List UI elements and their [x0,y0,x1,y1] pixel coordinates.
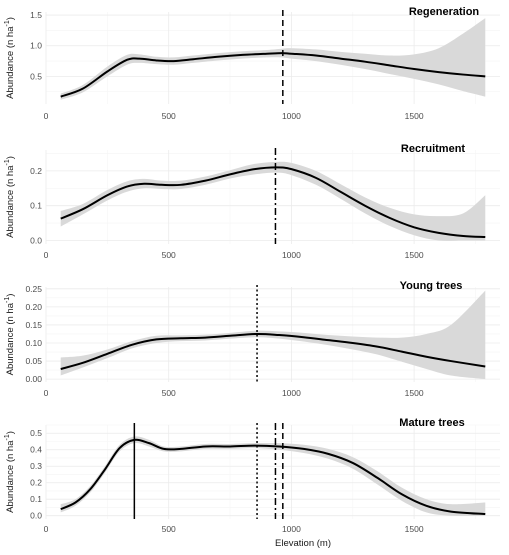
x-tick-label: 1500 [405,388,424,398]
x-tick-label: 1000 [282,388,301,398]
x-tick-label: 0 [44,524,49,534]
x-tick-label: 1000 [282,111,301,121]
y-tick-label: 0.2 [30,478,42,488]
fitted-curve [60,52,486,98]
y-tick-label: 0.15 [25,320,42,330]
y-tick-label: 0.10 [25,338,42,348]
confidence-ribbon [60,436,486,516]
y-tick-label: 0.0 [30,511,42,521]
panel-regeneration: 0 500 1000 1500 1.5 1.0 0.5 Abundance (n ha-1) R… [4,6,500,121]
x-tick-label: 0 [44,250,49,260]
panel-title: Regeneration [409,6,480,18]
x-tick-label: 1000 [282,250,301,260]
x-tick-label: 500 [162,111,176,121]
x-axis-label: Elevation (m) [275,538,331,549]
y-axis-label: Abundance (n ha-1) [4,17,16,99]
x-tick-label: 0 [44,388,49,398]
panel-title: Young trees [400,280,463,292]
y-tick-label: 0.5 [30,71,42,81]
y-tick-label: 0.25 [25,284,42,294]
x-tick-label: 1500 [405,524,424,534]
y-axis-label: Abundance (n ha-1) [4,431,16,513]
panel-recruitment: 0 500 1000 1500 0.2 0.1 0.0 Abundance (n ha-1) R… [4,143,500,260]
x-tick-label: 1000 [282,524,301,534]
y-tick-label: 0.05 [25,356,42,366]
x-tick-label: 0 [44,111,49,121]
x-tick-label: 500 [162,388,176,398]
fitted-curve [60,438,486,516]
y-tick-label: 0.1 [30,494,42,504]
x-tick-label: 500 [162,250,176,260]
y-tick-label: 0.1 [30,201,42,211]
fitted-curve [60,332,486,370]
y-tick-label: 0.00 [25,374,42,384]
panel-mature-trees: 0 500 1000 1500 0.5 0.4 0.3 0.2 0.1 0.0 Abundance … [4,417,500,549]
y-tick-label: 0.20 [25,302,42,312]
y-axis-label: Abundance (n ha-1) [4,156,16,238]
y-tick-label: 1.5 [30,10,42,20]
y-tick-label: 0.2 [30,166,42,176]
x-tick-label: 1500 [405,111,424,121]
y-tick-label: 0.3 [30,461,42,471]
y-tick-label: 0.4 [30,445,42,455]
x-tick-label: 500 [162,524,176,534]
panel-title: Mature trees [399,417,464,429]
fitted-curve [60,166,486,239]
y-axis-label: Abundance (n ha-1) [4,294,16,376]
confidence-ribbon [60,161,486,241]
y-tick-label: 0.5 [30,428,42,438]
panel-title: Recruitment [401,143,466,155]
x-tick-label: 1500 [405,250,424,260]
panel-young-trees: 0 500 1000 1500 0.25 0.20 0.15 0.10 0.05 0.00 Abun… [4,280,500,398]
y-tick-label: 0.0 [30,236,42,246]
y-tick-label: 1.0 [30,41,42,51]
